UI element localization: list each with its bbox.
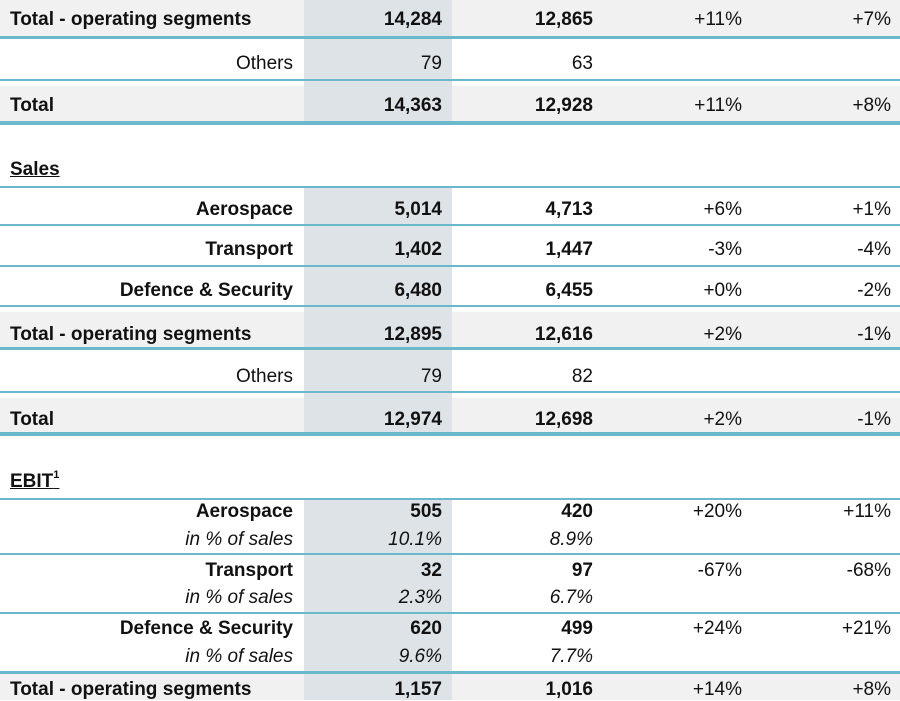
value-current: 5,014 <box>394 199 442 220</box>
value-prior: 420 <box>561 501 593 522</box>
row-label: Others <box>235 366 293 387</box>
change-actual: +6% <box>703 199 742 220</box>
value-prior: 12,616 <box>534 324 593 345</box>
value-prior: 12,698 <box>534 409 593 430</box>
row-divider <box>0 553 900 555</box>
change-actual: +2% <box>703 409 742 430</box>
value-prior: 6,455 <box>545 280 593 301</box>
change-actual: +14% <box>692 679 742 700</box>
value-prior: 63 <box>571 53 593 74</box>
value-prior: 12,928 <box>534 95 593 116</box>
value-prior: 12,865 <box>534 9 593 30</box>
row-divider <box>0 305 900 307</box>
change-actual: +11% <box>694 95 742 116</box>
current-year-column-shade <box>304 0 452 125</box>
value-prior: 4,713 <box>545 199 593 220</box>
ebit-title: EBIT <box>10 471 54 492</box>
footnote-marker: 1 <box>53 468 60 481</box>
row-divider <box>0 347 900 350</box>
change-organic: -4% <box>857 239 891 260</box>
section-heading-ebit: EBIT1 <box>10 468 60 493</box>
change-actual: +20% <box>692 501 742 522</box>
value-prior: 1,447 <box>545 239 593 260</box>
value-prior: 82 <box>571 366 593 387</box>
current-year-column-shade <box>304 188 452 436</box>
change-organic: -2% <box>857 280 891 301</box>
row-divider <box>0 224 900 226</box>
value-current: 79 <box>420 366 442 387</box>
change-actual: +0% <box>703 280 742 301</box>
change-organic: +11% <box>843 501 891 522</box>
row-label: Total - operating segments <box>10 679 252 700</box>
change-organic: +8% <box>852 679 891 700</box>
row-label: Aerospace <box>195 199 293 220</box>
margin-current: 9.6% <box>398 646 442 667</box>
value-current: 12,895 <box>383 324 442 345</box>
margin-prior: 8.9% <box>549 529 593 550</box>
row-label: Total <box>10 95 54 116</box>
change-actual: +24% <box>692 618 742 639</box>
row-label: Total - operating segments <box>10 9 252 30</box>
row-label: Defence & Security <box>119 618 293 639</box>
change-organic: -68% <box>846 560 891 581</box>
row-label: Total <box>10 409 54 430</box>
value-current: 1,157 <box>394 679 442 700</box>
change-actual: +11% <box>694 9 742 30</box>
change-organic: +8% <box>852 95 891 116</box>
row-label: Defence & Security <box>119 280 293 301</box>
row-label: Transport <box>205 560 293 581</box>
row-label: Aerospace <box>195 501 293 522</box>
row-divider <box>0 391 900 393</box>
change-organic: -1% <box>857 324 891 345</box>
value-current: 14,363 <box>383 95 442 116</box>
row-divider <box>0 36 900 39</box>
value-current: 505 <box>410 501 442 522</box>
row-label: Others <box>235 53 293 74</box>
row-divider <box>0 121 900 125</box>
value-prior: 1,016 <box>545 679 593 700</box>
value-current: 14,284 <box>383 9 442 30</box>
change-actual: -3% <box>708 239 742 260</box>
value-current: 6,480 <box>394 280 442 301</box>
row-divider <box>0 265 900 267</box>
margin-prior: 6.7% <box>549 587 593 608</box>
change-organic: +7% <box>852 9 891 30</box>
row-label: Transport <box>205 239 293 260</box>
row-divider <box>0 671 900 674</box>
value-current: 1,402 <box>394 239 442 260</box>
margin-label: in % of sales <box>185 646 293 667</box>
margin-label: in % of sales <box>185 587 293 608</box>
section-heading-sales: Sales <box>10 159 60 180</box>
row-divider <box>0 432 900 436</box>
value-prior: 499 <box>561 618 593 639</box>
row-label: Total - operating segments <box>10 324 252 345</box>
change-actual: -67% <box>697 560 742 581</box>
change-organic: +1% <box>852 199 891 220</box>
margin-current: 10.1% <box>388 529 442 550</box>
value-current: 32 <box>420 560 442 581</box>
row-divider <box>0 498 900 500</box>
row-divider <box>0 186 900 188</box>
current-year-column-shade <box>304 500 452 700</box>
change-organic: +21% <box>841 618 891 639</box>
margin-prior: 7.7% <box>549 646 593 667</box>
value-current: 79 <box>420 53 442 74</box>
value-current: 12,974 <box>383 409 442 430</box>
change-actual: +2% <box>703 324 742 345</box>
value-current: 620 <box>410 618 442 639</box>
row-divider <box>0 612 900 614</box>
row-divider <box>0 79 900 81</box>
margin-label: in % of sales <box>185 529 293 550</box>
value-prior: 97 <box>571 560 593 581</box>
margin-current: 2.3% <box>398 587 442 608</box>
change-organic: -1% <box>857 409 891 430</box>
